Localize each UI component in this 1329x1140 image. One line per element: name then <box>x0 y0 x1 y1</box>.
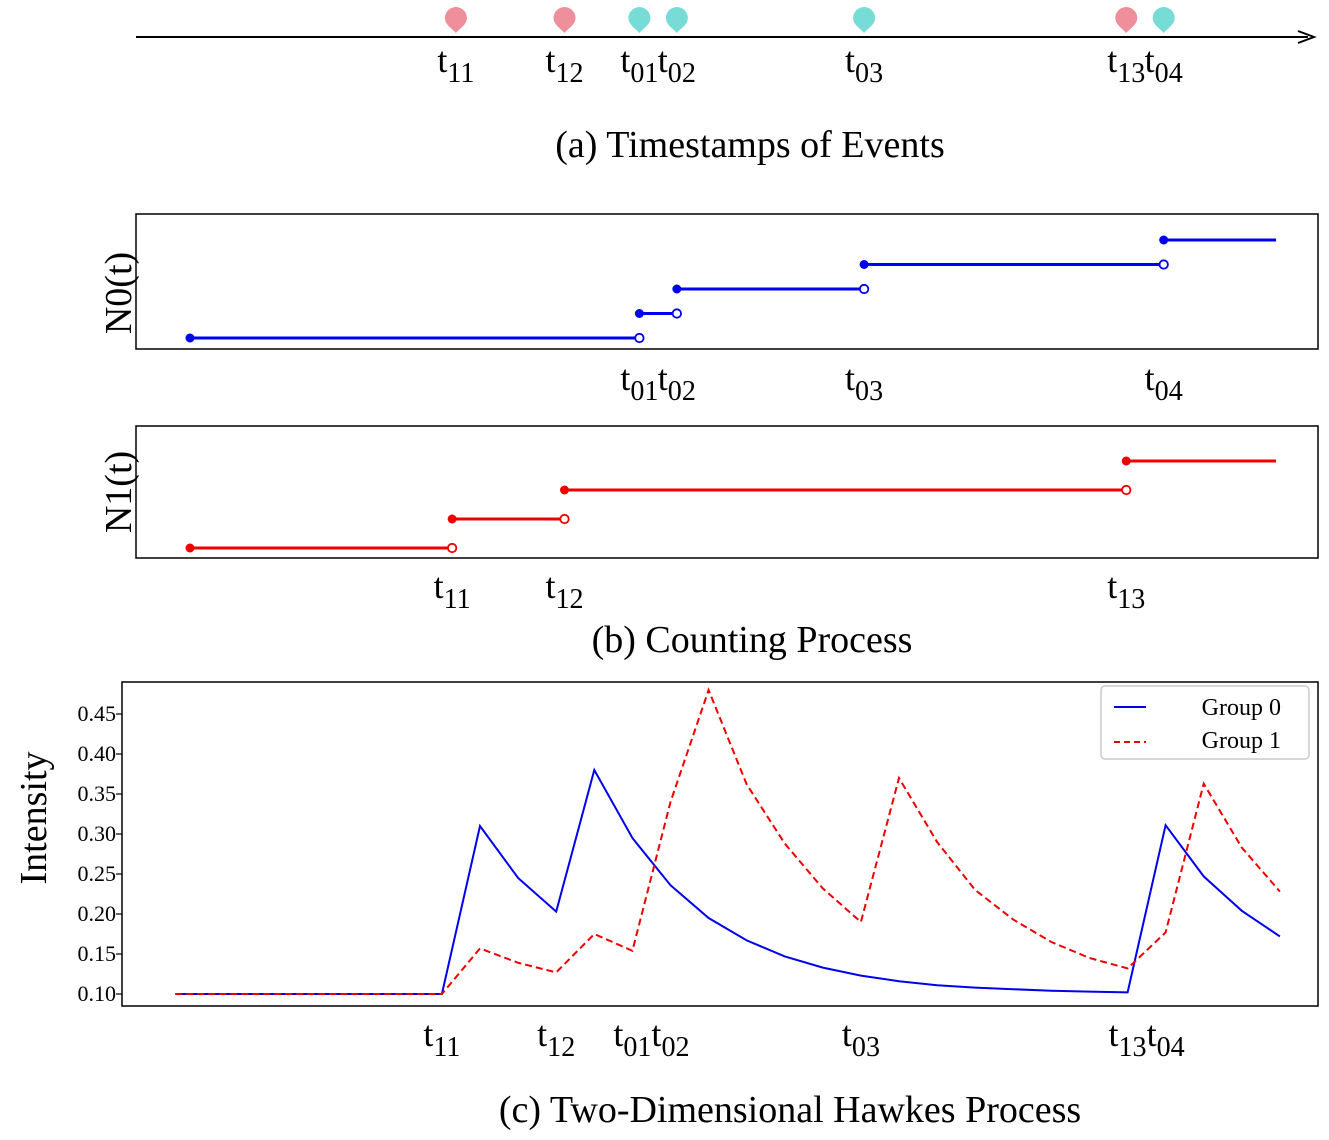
y-tick-label: 0.45 <box>78 701 117 726</box>
y-tick-label: 0.40 <box>78 741 117 766</box>
event-label-t04: t04 <box>1145 40 1183 89</box>
legend-label-group1: Group 1 <box>1202 728 1281 754</box>
x-tick-label-t13: t13 <box>1108 1014 1146 1063</box>
x-tick-label-t04: t04 <box>1147 1014 1185 1063</box>
event-label-t03: t03 <box>845 40 883 89</box>
n0-ylabel: N0(t) <box>98 252 140 334</box>
tick-label-t11: t11 <box>434 566 471 615</box>
event-label-t12: t12 <box>545 40 583 89</box>
step-closed-dot-1 <box>447 514 457 524</box>
step-closed-dot-3 <box>859 260 869 269</box>
series-line-group0 <box>175 767 1281 995</box>
y-tick-label: 0.25 <box>78 861 117 886</box>
c-frame <box>121 681 1319 1007</box>
tick-label-t02: t02 <box>658 358 696 407</box>
tick-label-t12: t12 <box>545 566 583 615</box>
step-closed-dot-2 <box>560 485 569 495</box>
series-lines <box>175 687 1281 995</box>
y-tick-label: 0.30 <box>78 821 117 846</box>
caption-a: (a) Timestamps of Events <box>555 124 944 166</box>
legend-label-group0: Group 0 <box>1202 695 1281 721</box>
tick-label-t04: t04 <box>1145 358 1183 407</box>
x-tick-label-t01: t01 <box>613 1014 651 1063</box>
event-pin-t03 <box>853 7 876 34</box>
step-closed-dot-3 <box>1121 456 1131 466</box>
step-open-dot-3 <box>1158 259 1169 270</box>
n0-tick-labels: t01 t02 t03 t04 <box>620 358 1182 407</box>
caption-c: (c) Two-Dimensional Hawkes Process <box>499 1089 1081 1131</box>
panel-a: t11 t12 t01 t02 t03 t13 t04 (a) Timestamps of … <box>136 7 1317 166</box>
event-pin-t02 <box>665 7 688 34</box>
step-open-dot-2 <box>858 283 870 295</box>
n1-tick-labels: t11 t12 t13 <box>434 566 1146 615</box>
event-pin-t12 <box>553 7 576 34</box>
x-tick-label-t03: t03 <box>842 1014 880 1063</box>
tick-label-t03: t03 <box>845 358 883 407</box>
n0-frame <box>135 213 1319 350</box>
step-open-dot-1 <box>559 513 570 525</box>
panel-c: Intensity 0.100.150.200.250.300.350.400.… <box>13 681 1319 1131</box>
event-label-t02: t02 <box>658 40 696 89</box>
y-tick-label: 0.35 <box>78 781 117 806</box>
x-tick-label-t02: t02 <box>651 1014 689 1063</box>
event-label-t11: t11 <box>437 40 474 89</box>
event-label-t01: t01 <box>620 40 658 89</box>
x-tick-label-t11: t11 <box>423 1014 460 1063</box>
y-tick-label: 0.10 <box>78 981 117 1006</box>
step-closed-dot-0 <box>185 333 195 343</box>
step-closed-dot-0 <box>185 543 195 553</box>
tick-label-t01: t01 <box>620 358 658 407</box>
legend-box <box>1100 685 1310 760</box>
event-pin-t01 <box>628 7 651 34</box>
n0-steps <box>185 235 1277 344</box>
panel-b: N0(t) t01 t02 t03 t04 N1(t) t11 t12 t13 (b) C… <box>98 213 1319 661</box>
step-open-dot-0 <box>447 542 458 554</box>
event-pin-t04 <box>1152 7 1175 34</box>
caption-b: (b) Counting Process <box>592 619 913 661</box>
y-axis-ticks: 0.10 0.15 0.20 0.25 0.30 0.35 0.40 0.45 <box>78 701 122 1006</box>
step-closed-dot-2 <box>672 284 682 294</box>
series-line-group1 <box>175 687 1281 995</box>
y-tick-label: 0.20 <box>78 901 117 926</box>
x-tick-label-t12: t12 <box>537 1014 575 1063</box>
legend: Group 0 Group 1 <box>1100 685 1310 760</box>
event-label-t13: t13 <box>1107 40 1145 89</box>
y-tick-label: 0.15 <box>78 941 117 966</box>
n1-steps <box>185 456 1277 554</box>
n1-frame <box>135 425 1319 559</box>
x-axis-tick-labels: t11 t12 t01 t02 t03 t13 t04 <box>423 1014 1184 1063</box>
event-markers: t11 t12 t01 t02 t03 t13 t04 <box>437 7 1183 89</box>
timeline-axis <box>136 30 1317 44</box>
event-pin-t13 <box>1115 7 1138 34</box>
c-ylabel: Intensity <box>13 752 55 885</box>
event-pin-t11 <box>444 7 467 34</box>
n1-ylabel: N1(t) <box>98 451 140 533</box>
step-open-dot-0 <box>634 332 645 344</box>
step-closed-dot-4 <box>1159 235 1169 245</box>
step-closed-dot-1 <box>634 309 644 318</box>
step-open-dot-1 <box>671 308 682 319</box>
tick-label-t13: t13 <box>1107 566 1145 615</box>
step-open-dot-2 <box>1121 484 1132 496</box>
